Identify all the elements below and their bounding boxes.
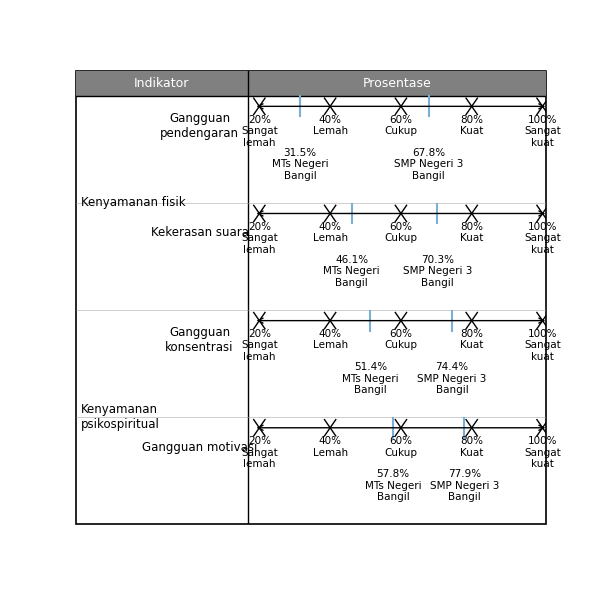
Text: Gangguan motivasi: Gangguan motivasi	[142, 441, 257, 454]
Text: 51.4%
MTs Negeri
Bangil: 51.4% MTs Negeri Bangil	[342, 362, 399, 395]
Text: 100%
Sangat
kuat: 100% Sangat kuat	[524, 329, 561, 362]
Text: Indikator: Indikator	[134, 77, 189, 90]
Text: 60%
Cukup: 60% Cukup	[384, 436, 418, 458]
Text: 40%
Lemah: 40% Lemah	[313, 329, 348, 350]
Text: Gangguan
konsentrasi: Gangguan konsentrasi	[165, 326, 234, 354]
Text: 46.1%
MTs Negeri
Bangil: 46.1% MTs Negeri Bangil	[324, 255, 380, 288]
Text: 67.8%
SMP Negeri 3
Bangil: 67.8% SMP Negeri 3 Bangil	[394, 148, 463, 181]
Text: 100%
Sangat
kuat: 100% Sangat kuat	[524, 114, 561, 148]
Text: 60%
Cukup: 60% Cukup	[384, 221, 418, 243]
Text: 74.4%
SMP Negeri 3
Bangil: 74.4% SMP Negeri 3 Bangil	[417, 362, 487, 395]
Text: 70.3%
SMP Negeri 3
Bangil: 70.3% SMP Negeri 3 Bangil	[402, 255, 472, 288]
Text: 57.8%
MTs Negeri
Bangil: 57.8% MTs Negeri Bangil	[365, 469, 421, 502]
Text: 100%
Sangat
kuat: 100% Sangat kuat	[524, 221, 561, 255]
Text: 77.9%
SMP Negeri 3
Bangil: 77.9% SMP Negeri 3 Bangil	[430, 469, 499, 502]
Text: 80%
Kuat: 80% Kuat	[460, 114, 483, 136]
Text: 80%
Kuat: 80% Kuat	[460, 221, 483, 243]
Bar	[76, 71, 546, 95]
Text: 20%
Sangat
lemah: 20% Sangat lemah	[241, 436, 278, 469]
Text: Kenyamanan fisik: Kenyamanan fisik	[81, 196, 185, 209]
Text: 60%
Cukup: 60% Cukup	[384, 114, 418, 136]
Text: 20%
Sangat
lemah: 20% Sangat lemah	[241, 114, 278, 148]
Text: 60%
Cukup: 60% Cukup	[384, 329, 418, 350]
Text: 100%
Sangat
kuat: 100% Sangat kuat	[524, 436, 561, 469]
Text: 20%
Sangat
lemah: 20% Sangat lemah	[241, 221, 278, 255]
Text: 40%
Lemah: 40% Lemah	[313, 436, 348, 458]
Text: 31.5%
MTs Negeri
Bangil: 31.5% MTs Negeri Bangil	[272, 148, 328, 181]
Text: Kekerasan suara: Kekerasan suara	[151, 226, 248, 239]
Text: 80%
Kuat: 80% Kuat	[460, 436, 483, 458]
Text: 40%
Lemah: 40% Lemah	[313, 114, 348, 136]
Text: Kenyamanan
psikospiritual: Kenyamanan psikospiritual	[81, 403, 160, 431]
Text: 80%
Kuat: 80% Kuat	[460, 329, 483, 350]
Text: Prosentase: Prosentase	[362, 77, 432, 90]
Text: Gangguan
pendengaran: Gangguan pendengaran	[160, 112, 239, 140]
Text: 40%
Lemah: 40% Lemah	[313, 221, 348, 243]
Text: 20%
Sangat
lemah: 20% Sangat lemah	[241, 329, 278, 362]
